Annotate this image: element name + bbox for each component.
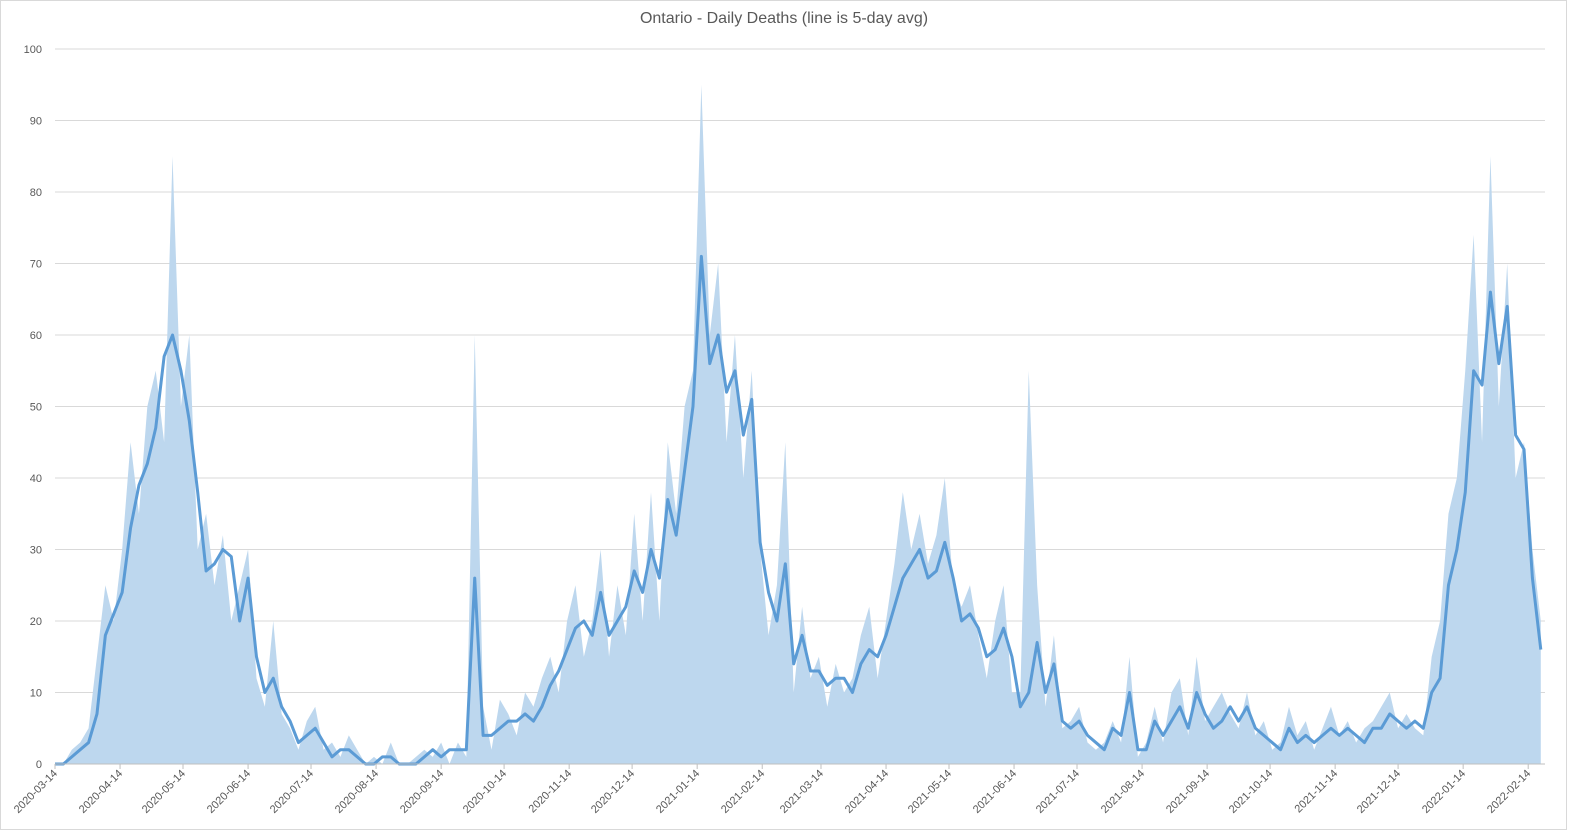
y-tick-label: 10 — [30, 688, 42, 700]
y-tick-label: 30 — [30, 545, 42, 557]
chart-title: Ontario - Daily Deaths (line is 5-day av… — [640, 10, 928, 27]
y-tick-label: 40 — [30, 473, 42, 485]
y-tick-label: 60 — [30, 330, 42, 342]
y-tick-label: 50 — [30, 402, 42, 414]
y-tick-label: 80 — [30, 187, 42, 199]
area — [55, 84, 1541, 764]
y-tick-label: 0 — [36, 759, 42, 771]
line — [55, 254, 1543, 766]
y-tick-label: 90 — [30, 116, 42, 128]
y-tick-label: 70 — [30, 259, 42, 271]
y-tick-label: 100 — [24, 44, 42, 56]
plot-area — [55, 84, 1543, 766]
y-tick-label: 20 — [30, 616, 42, 628]
